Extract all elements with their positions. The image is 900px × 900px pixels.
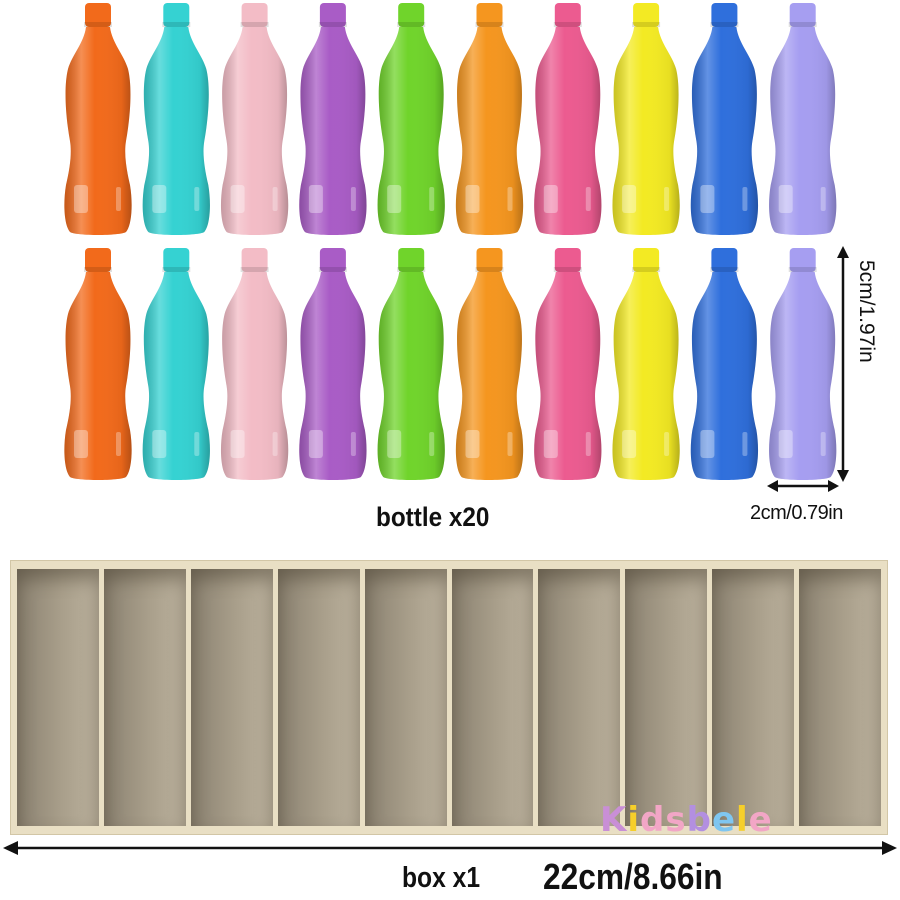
height-arrow (837, 246, 849, 482)
bottle-cap (163, 248, 190, 272)
box-count-label: box x1 (402, 862, 481, 894)
bottle (690, 248, 759, 480)
bottle-cap (241, 248, 268, 272)
bottle-cap (711, 248, 738, 272)
bottle-cap (85, 3, 111, 27)
bottle (455, 3, 524, 235)
logo-letter: K (600, 800, 628, 840)
bottle (534, 3, 602, 235)
bottle (299, 248, 367, 480)
bottle-cap (398, 3, 425, 27)
width-arrow (767, 480, 839, 492)
box-compartment (277, 569, 360, 826)
logo-letter: e (748, 800, 773, 840)
brand-logo: Kidsbele (600, 800, 773, 840)
bottle-cap (789, 3, 816, 27)
bottle-cap (398, 248, 425, 272)
bottle-width-label: 2cm/0.79in (750, 502, 843, 524)
logo-letter: b (686, 800, 712, 840)
bottle-count-label: bottle x20 (376, 502, 490, 532)
bottle-cap (633, 248, 660, 272)
box-compartment (103, 569, 186, 826)
bottle (612, 3, 680, 235)
bottle (455, 248, 524, 480)
box-compartment (799, 569, 882, 826)
bottle-cap (554, 248, 581, 272)
bottle (769, 3, 837, 235)
bottle-cap (476, 248, 503, 272)
bottle-cap (85, 248, 111, 272)
box-compartment (364, 569, 447, 826)
bottle-cap (319, 248, 346, 272)
bottle-cap (163, 3, 190, 27)
logo-letter: i (627, 800, 641, 840)
bottle (220, 3, 289, 235)
box-compartment (451, 569, 534, 826)
logo-letter: e (711, 800, 737, 840)
bottle (377, 3, 445, 235)
bottle (769, 248, 837, 480)
bottle-cap (789, 248, 816, 272)
box-compartment (17, 569, 99, 826)
bottle (64, 3, 132, 235)
bottle-cap (476, 3, 503, 27)
bottle (690, 3, 759, 235)
bottle (220, 248, 289, 480)
logo-letter: l (736, 800, 749, 840)
bottle-cap (711, 3, 738, 27)
bottle (142, 3, 210, 235)
storage-box (10, 560, 888, 835)
logo-letter: d (640, 800, 666, 840)
bottle (64, 248, 132, 480)
bottle (534, 248, 602, 480)
bottle-height-label: 5cm/1.97in (855, 260, 878, 363)
bottle (377, 248, 445, 480)
logo-letter: s (665, 800, 687, 840)
bottle (299, 3, 367, 235)
bottle-cap (241, 3, 268, 27)
box-compartment (538, 569, 621, 826)
bottle-cap (319, 3, 346, 27)
bottle-cap (633, 3, 660, 27)
box-compartment (625, 569, 708, 826)
bottle (612, 248, 680, 480)
box-length-label: 22cm/8.66in (543, 856, 723, 897)
box-compartment (712, 569, 795, 826)
box-compartment (190, 569, 273, 826)
length-arrow (3, 841, 897, 855)
bottle (142, 248, 210, 480)
bottle-cap (554, 3, 581, 27)
